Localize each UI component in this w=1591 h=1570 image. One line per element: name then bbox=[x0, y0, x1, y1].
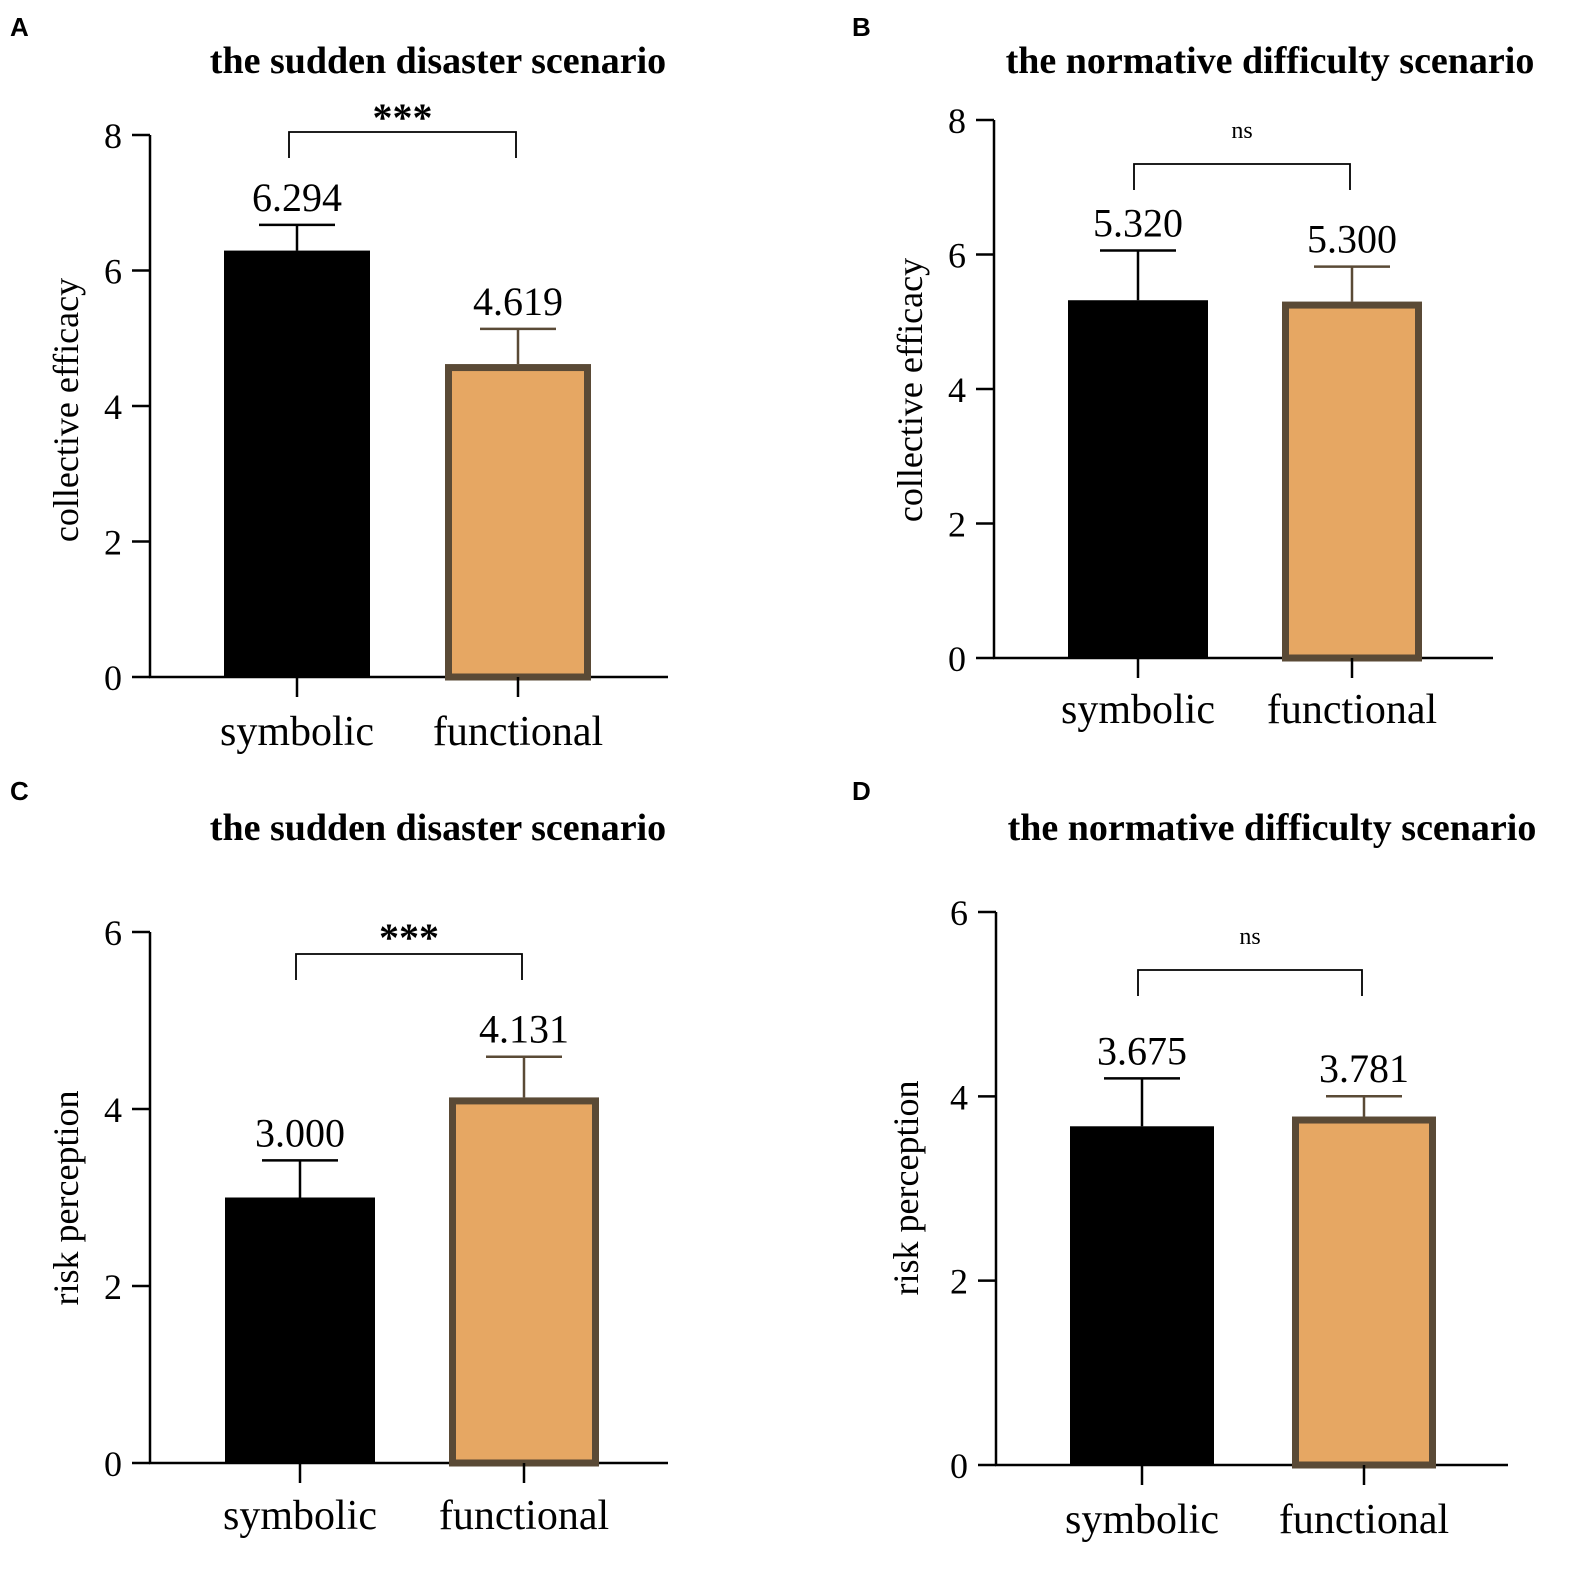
bar-functional bbox=[445, 364, 591, 681]
chart-title: the normative difficulty scenario bbox=[1008, 807, 1537, 849]
y-tick-label: 6 bbox=[950, 893, 968, 933]
y-axis-label: risk perception bbox=[46, 1091, 86, 1306]
data-label: 5.320 bbox=[1093, 200, 1183, 245]
data-label: 6.294 bbox=[252, 175, 342, 220]
y-axis-label: collective efficacy bbox=[890, 258, 930, 522]
y-axis-label: collective efficacy bbox=[46, 278, 86, 542]
y-tick-label: 0 bbox=[950, 1446, 968, 1486]
y-tick-label: 0 bbox=[104, 658, 122, 698]
bar-symbolic bbox=[225, 1197, 375, 1463]
bar-functional bbox=[1282, 301, 1422, 662]
panel-letter: A bbox=[10, 12, 29, 42]
bar-symbolic bbox=[224, 250, 370, 678]
significance-label: *** bbox=[379, 915, 439, 960]
y-tick-label: 8 bbox=[948, 101, 966, 141]
significance-bracket bbox=[288, 131, 517, 158]
data-label: 4.619 bbox=[473, 279, 563, 324]
significance-bracket bbox=[1133, 163, 1351, 190]
chart-title: the sudden disaster scenario bbox=[210, 807, 666, 849]
bar-symbolic bbox=[1070, 1126, 1214, 1465]
x-tick-label-symbolic: symbolic bbox=[1061, 687, 1215, 733]
bar-functional bbox=[1292, 1116, 1436, 1469]
y-tick-label: 2 bbox=[104, 523, 122, 563]
x-tick-label-symbolic: symbolic bbox=[220, 709, 374, 755]
data-label: 5.300 bbox=[1307, 217, 1397, 262]
data-label: 4.131 bbox=[479, 1007, 569, 1052]
panel-letter: D bbox=[852, 776, 871, 806]
x-tick-label-symbolic: symbolic bbox=[1065, 1497, 1219, 1543]
x-tick-label-symbolic: symbolic bbox=[223, 1493, 377, 1539]
panel-letter: C bbox=[10, 776, 29, 806]
bar-functional bbox=[449, 1097, 599, 1467]
x-tick-label-functional: functional bbox=[1279, 1497, 1449, 1543]
panel-letter: B bbox=[852, 12, 871, 42]
data-label: 3.675 bbox=[1097, 1028, 1187, 1073]
y-tick-label: 2 bbox=[950, 1262, 968, 1302]
y-tick-label: 2 bbox=[104, 1267, 122, 1307]
x-tick-label-functional: functional bbox=[433, 709, 603, 755]
y-tick-label: 4 bbox=[948, 370, 966, 410]
y-tick-label: 2 bbox=[948, 505, 966, 545]
bar-symbolic bbox=[1068, 300, 1208, 658]
y-axis-label: risk perception bbox=[886, 1081, 926, 1296]
y-tick-label: 6 bbox=[948, 236, 966, 276]
y-tick-label: 8 bbox=[104, 116, 122, 156]
y-tick-label: 0 bbox=[948, 639, 966, 679]
significance-bracket bbox=[295, 953, 523, 980]
y-tick-label: 4 bbox=[104, 387, 122, 427]
significance-label: ns bbox=[1239, 924, 1260, 950]
y-tick-label: 6 bbox=[104, 913, 122, 953]
y-tick-label: 4 bbox=[950, 1077, 968, 1117]
x-tick-label-functional: functional bbox=[439, 1493, 609, 1539]
chart-title: the sudden disaster scenario bbox=[210, 40, 666, 82]
chart-title: the normative difficulty scenario bbox=[1006, 40, 1535, 82]
significance-label: ns bbox=[1231, 118, 1252, 144]
y-tick-label: 0 bbox=[104, 1444, 122, 1484]
data-label: 3.000 bbox=[255, 1110, 345, 1155]
x-tick-label-functional: functional bbox=[1267, 687, 1437, 733]
significance-label: *** bbox=[373, 95, 433, 140]
y-tick-label: 6 bbox=[104, 252, 122, 292]
data-label: 3.781 bbox=[1319, 1046, 1409, 1091]
significance-bracket bbox=[1137, 969, 1363, 996]
y-tick-label: 4 bbox=[104, 1090, 122, 1130]
